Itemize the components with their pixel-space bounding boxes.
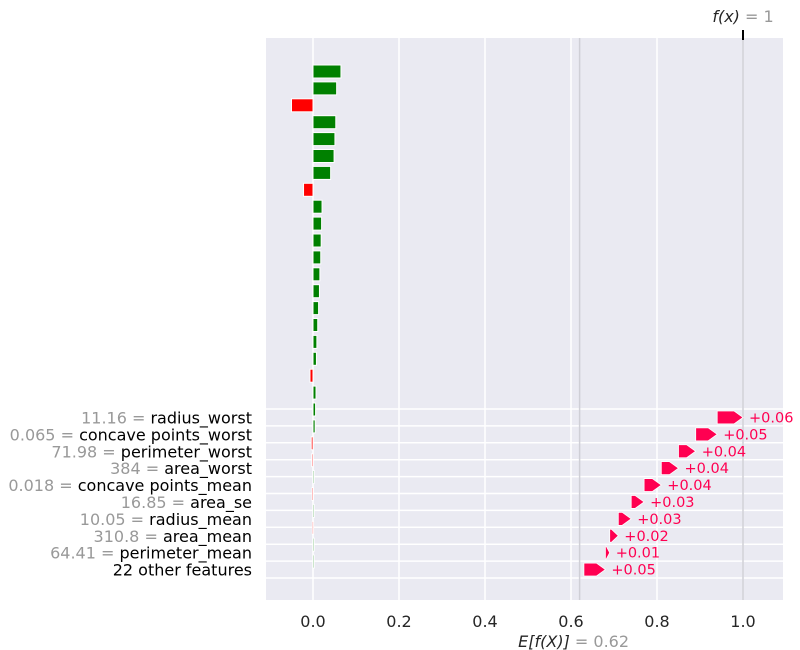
shap-bar — [311, 453, 314, 468]
waterfall-arrow — [609, 528, 619, 543]
shap-bar — [311, 487, 314, 501]
shap-bar — [312, 64, 342, 79]
waterfall-arrow — [617, 511, 632, 526]
shap-bar — [312, 284, 320, 299]
x-tick-label: 0.6 — [558, 612, 583, 631]
feature-value: 384 = — [110, 459, 164, 478]
shap-bar — [312, 419, 316, 434]
waterfall-arrow — [583, 562, 607, 577]
feature-value: 0.065 = — [10, 425, 79, 444]
feature-label: 22 other features — [113, 561, 252, 580]
waterfall-arrow — [716, 410, 744, 425]
shap-bar — [311, 520, 315, 535]
shap-bar — [312, 402, 317, 417]
shap-bar — [312, 165, 332, 180]
feature-label: 384 = area_worst — [110, 459, 252, 479]
shap-bars — [291, 64, 342, 569]
shap-bar — [312, 537, 315, 552]
feature-value: 64.41 = — [50, 544, 119, 563]
feature-value: 0.018 = — [8, 476, 77, 495]
feature-label: 11.16 = radius_worst — [81, 408, 252, 428]
x-tick-label: 0.4 — [472, 612, 497, 631]
output-value-annotation: f(x) = 1 — [712, 7, 773, 26]
shap-bar — [312, 554, 315, 569]
feature-name: concave points_worst — [79, 425, 252, 445]
feature-name: radius_worst — [150, 408, 252, 428]
feature-value: 16.85 = — [121, 493, 190, 512]
shap-bar — [312, 132, 336, 147]
waterfall-arrow — [630, 495, 645, 509]
shap-value-label: +0.05 — [723, 427, 767, 443]
plot-background — [266, 38, 783, 600]
shap-bar — [312, 318, 319, 332]
shap-bar — [310, 436, 314, 451]
x-tick-label: 1.0 — [730, 612, 755, 631]
reference-lines — [578, 30, 744, 600]
shap-value-label: +0.04 — [702, 444, 746, 460]
annotations: f(x) = 1 E[f(X)] = 0.62 — [518, 7, 774, 650]
feature-label: 64.41 = perimeter_mean — [50, 544, 252, 564]
shap-bar — [312, 301, 320, 316]
output-value-text: f(x) — [712, 7, 745, 26]
waterfall-arrow — [660, 461, 680, 476]
feature-label: 71.98 = perimeter_worst — [51, 442, 252, 462]
shap-bar — [312, 503, 315, 518]
shap-value-label: +0.04 — [685, 461, 729, 477]
shap-value-label: +0.02 — [624, 529, 668, 545]
shap-bar — [312, 216, 323, 231]
x-axis-ticks: 0.0 0.2 0.4 0.6 0.8 1.0 — [300, 612, 755, 631]
shap-value-label: +0.03 — [637, 512, 681, 528]
shap-bar — [312, 81, 338, 96]
shap-value-label: +0.03 — [650, 495, 694, 511]
base-value-text: E[f(X)] — [518, 632, 575, 650]
shap-bar — [309, 368, 314, 383]
shap-bar — [312, 115, 337, 130]
shap-bar — [312, 385, 317, 400]
waterfall-arrow — [695, 427, 718, 442]
x-tick-label: 0.2 — [386, 612, 411, 631]
shap-value-label: +0.04 — [667, 478, 711, 494]
feature-value: 11.16 = — [81, 408, 150, 427]
feature-label: 0.065 = concave points_worst — [10, 425, 252, 445]
shap-bar — [291, 98, 314, 113]
feature-label: 0.018 = concave points_mean — [8, 476, 252, 496]
feature-name: 22 other features — [113, 561, 252, 580]
shap-value-label: +0.05 — [611, 563, 655, 579]
base-value-annotation: E[f(X)] = 0.62 — [518, 632, 629, 650]
x-tick-label: 0.0 — [300, 612, 325, 631]
feature-name: area_worst — [164, 459, 252, 479]
shap-bar — [312, 199, 323, 214]
feature-label: 10.05 = radius_mean — [80, 510, 252, 530]
x-tick-label: 0.8 — [644, 612, 669, 631]
waterfall-arrow — [643, 478, 662, 492]
shap-bar — [312, 233, 322, 248]
shap-bar — [303, 182, 314, 197]
waterfall-arrow — [678, 444, 697, 459]
feature-value: 10.05 = — [80, 510, 149, 529]
feature-value: 71.98 = — [51, 442, 120, 461]
output-value-number: = 1 — [745, 7, 774, 26]
shap-value-label: +0.01 — [616, 546, 660, 562]
waterfall-arrows: +0.06+0.05+0.04+0.04+0.04+0.03+0.03+0.02… — [583, 410, 793, 579]
feature-name: area_se — [190, 493, 252, 513]
shap-bar — [312, 470, 315, 485]
shap-bar — [312, 351, 317, 366]
shap-value-label: +0.06 — [749, 410, 793, 426]
feature-name: area_mean — [163, 527, 252, 547]
feature-value: 310.8 = — [94, 527, 163, 546]
feature-label: 310.8 = area_mean — [94, 527, 252, 547]
base-value-number: = 0.62 — [575, 632, 629, 650]
shap-bar — [312, 334, 318, 349]
feature-name: radius_mean — [149, 510, 252, 530]
feature-label: 16.85 = area_se — [121, 493, 252, 513]
feature-name: perimeter_mean — [119, 544, 252, 564]
feature-name: perimeter_worst — [121, 442, 252, 462]
shap-bar — [312, 149, 335, 163]
shap-bar — [312, 250, 322, 265]
shap-bar — [312, 267, 321, 282]
feature-name: concave points_mean — [78, 476, 252, 496]
waterfall-arrow — [605, 545, 611, 560]
